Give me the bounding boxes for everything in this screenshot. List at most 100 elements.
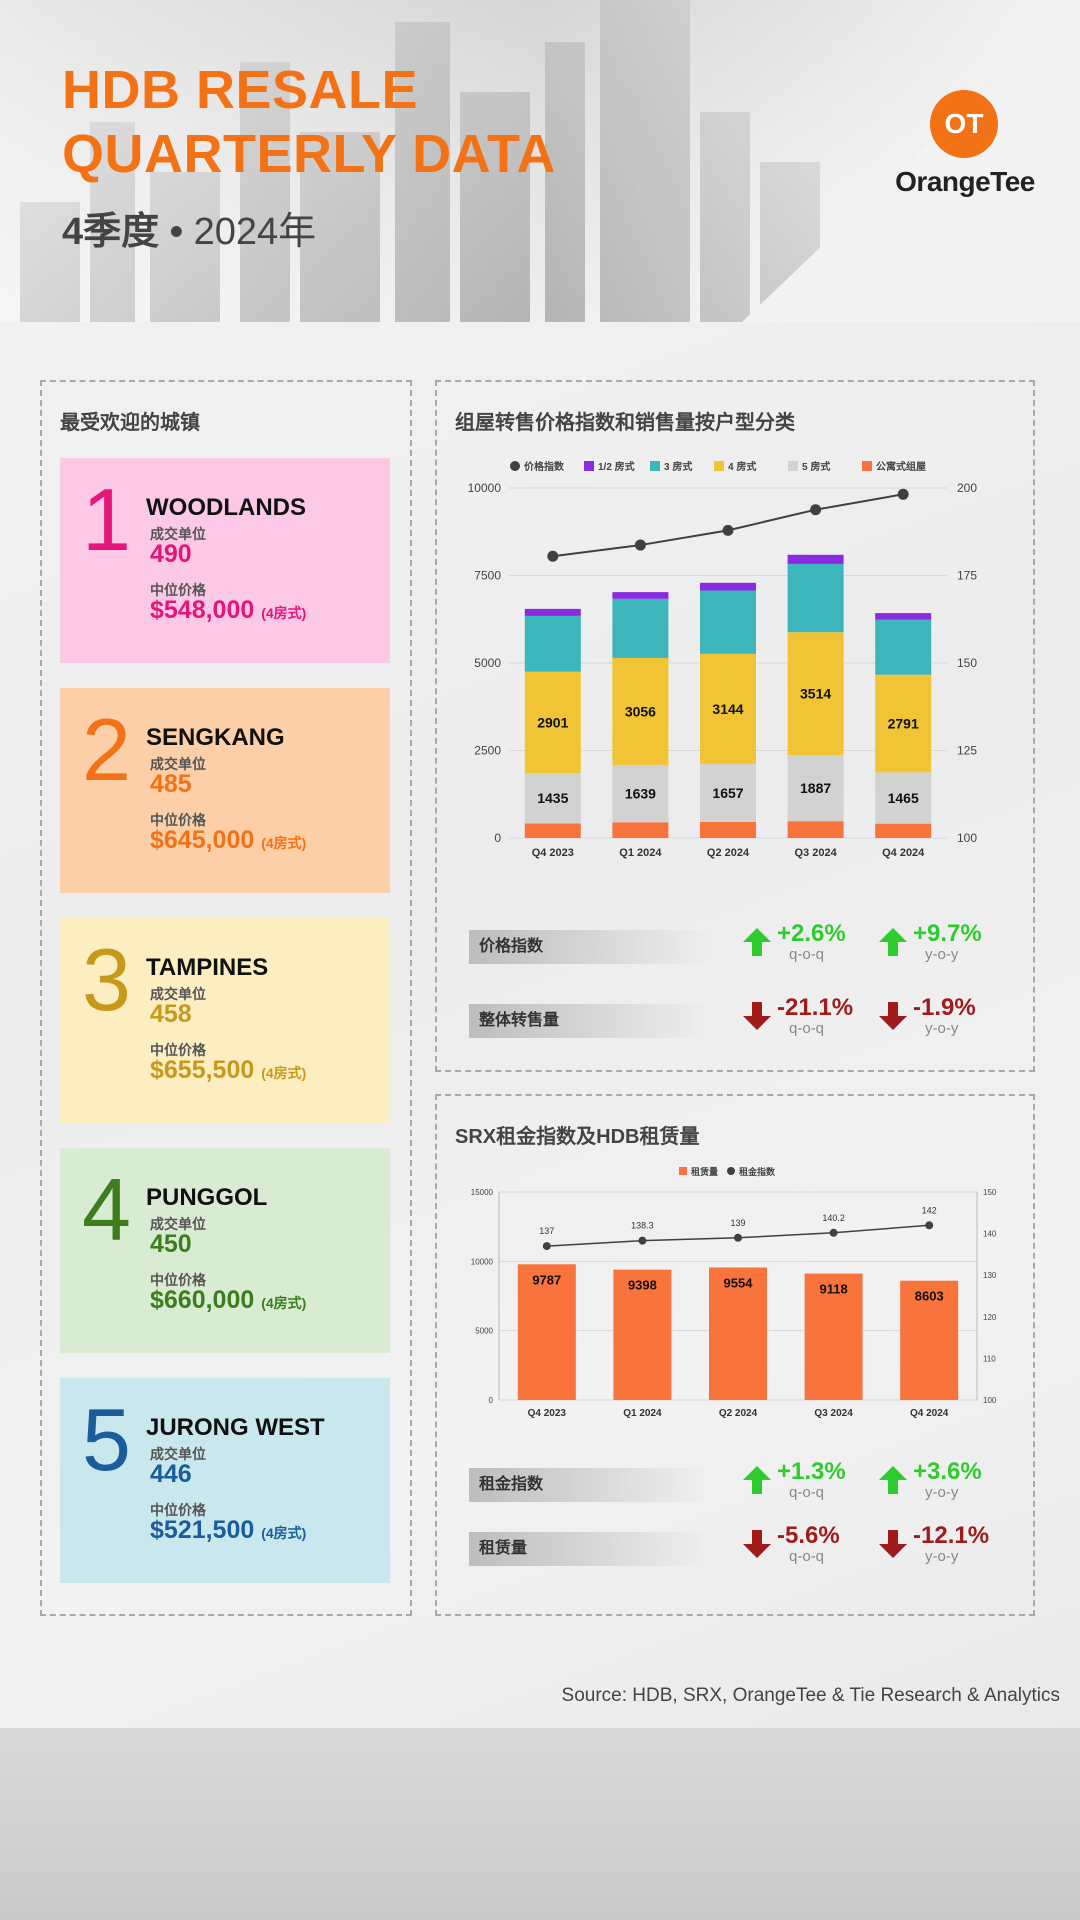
qoq-change: -21.1% q-o-q bbox=[741, 994, 861, 1044]
x-tick-label: Q1 2024 bbox=[619, 847, 662, 859]
line-point bbox=[634, 539, 646, 551]
line-point bbox=[925, 1221, 934, 1230]
line-point bbox=[829, 1228, 838, 1237]
bar-segment bbox=[787, 755, 844, 822]
stat-label: 价格指数 bbox=[469, 930, 709, 964]
bar-segment bbox=[787, 554, 844, 564]
price-label: 中位价格 bbox=[150, 1502, 206, 1518]
yoy-change: +9.7% y-o-y bbox=[877, 920, 997, 970]
year-label: 2024年 bbox=[193, 211, 317, 253]
units-label: 成交单位 bbox=[150, 986, 206, 1002]
data-label: 3514 bbox=[800, 686, 831, 702]
change-percent: +1.3% bbox=[777, 1458, 846, 1485]
line-label: 137 bbox=[539, 1226, 554, 1236]
bar-segment bbox=[524, 773, 581, 824]
bar-segment bbox=[875, 674, 932, 773]
bar-segment bbox=[875, 823, 932, 838]
units-label: 成交单位 bbox=[150, 1216, 206, 1232]
town-name: WOODLANDS bbox=[146, 494, 306, 521]
yoy-change: -1.9% y-o-y bbox=[877, 994, 997, 1044]
legend-label: 公寓式组屋 bbox=[876, 460, 926, 473]
bar-segment bbox=[700, 763, 756, 822]
flat-type: (4房式) bbox=[261, 1525, 307, 1541]
arrow-up-icon bbox=[879, 928, 907, 956]
flat-type: (4房式) bbox=[261, 605, 307, 621]
data-label: 3144 bbox=[712, 701, 743, 717]
town-rank: 3 bbox=[82, 930, 131, 1029]
bar-segment bbox=[612, 764, 669, 823]
x-tick-label: Q4 2023 bbox=[532, 847, 574, 859]
change-period: q-o-q bbox=[789, 1548, 825, 1565]
stat-row: 整体转售量 -21.1% q-o-q -1.9% y-o-y bbox=[469, 994, 1029, 1040]
title-line-2: QUARTERLY DATA bbox=[62, 124, 557, 184]
data-label: 1887 bbox=[800, 780, 831, 796]
town-name: JURONG WEST bbox=[146, 1414, 325, 1441]
price-label: 中位价格 bbox=[150, 582, 206, 598]
town-rank: 5 bbox=[82, 1390, 131, 1489]
bar-segment bbox=[524, 671, 581, 774]
x-tick-label: Q2 2024 bbox=[707, 847, 750, 859]
bar-segment bbox=[612, 822, 669, 838]
change-percent: +2.6% bbox=[777, 920, 846, 947]
bar bbox=[613, 1269, 672, 1400]
data-label: 9118 bbox=[819, 1282, 847, 1297]
data-label: 2791 bbox=[888, 716, 919, 732]
bar-segment bbox=[700, 821, 756, 838]
change-period: q-o-q bbox=[789, 946, 825, 963]
bar-segment bbox=[875, 772, 932, 824]
y2-tick-label: 130 bbox=[983, 1271, 997, 1280]
legend-label: 3 房式 bbox=[664, 460, 692, 473]
median-price: $645,000 (4房式) bbox=[150, 826, 306, 855]
bar bbox=[804, 1273, 863, 1400]
data-label: 1435 bbox=[537, 790, 568, 806]
bar-segment bbox=[787, 563, 844, 633]
line-label: 142 bbox=[922, 1205, 937, 1215]
bar-segment bbox=[524, 823, 581, 838]
change-percent: -1.9% bbox=[913, 994, 976, 1021]
x-tick-label: Q4 2023 bbox=[528, 1408, 567, 1419]
change-percent: +9.7% bbox=[913, 920, 982, 947]
legend-marker bbox=[714, 461, 724, 471]
bar-segment bbox=[524, 608, 581, 616]
change-percent: +3.6% bbox=[913, 1458, 982, 1485]
bar-segment bbox=[700, 582, 756, 591]
data-label: 8603 bbox=[915, 1289, 944, 1304]
legend-marker bbox=[862, 461, 872, 471]
stat-label: 租赁量 bbox=[469, 1532, 709, 1566]
town-card: 5 JURONG WEST 成交单位 446 中位价格 $521,500 (4房式) bbox=[60, 1378, 390, 1583]
y2-tick-label: 100 bbox=[957, 831, 977, 845]
price-value: $660,000 bbox=[150, 1286, 262, 1314]
stat-label: 租金指数 bbox=[469, 1468, 709, 1502]
town-name: PUNGGOL bbox=[146, 1184, 268, 1211]
town-rank: 1 bbox=[82, 470, 131, 569]
legend-marker bbox=[510, 461, 520, 471]
footer-band bbox=[0, 1728, 1080, 1920]
data-label: 9398 bbox=[628, 1278, 657, 1293]
town-card: 2 SENGKANG 成交单位 485 中位价格 $645,000 (4房式) bbox=[60, 688, 390, 893]
arrow-down-icon bbox=[879, 1530, 907, 1558]
y-tick-label: 10000 bbox=[471, 1257, 494, 1266]
units-value: 458 bbox=[150, 1000, 192, 1028]
price-label: 中位价格 bbox=[150, 812, 206, 828]
flat-type: (4房式) bbox=[261, 1065, 307, 1081]
panel-title: SRX租金指数及HDB租赁量 bbox=[455, 1126, 700, 1148]
y-tick-label: 15000 bbox=[471, 1188, 494, 1197]
change-period: q-o-q bbox=[789, 1020, 825, 1037]
panel-title: 最受欢迎的城镇 bbox=[60, 412, 200, 434]
stat-row: 价格指数 +2.6% q-o-q +9.7% y-o-y bbox=[469, 920, 1029, 966]
flat-type: (4房式) bbox=[261, 1295, 307, 1311]
y-tick-label: 2500 bbox=[474, 744, 501, 758]
line-label: 139 bbox=[730, 1218, 745, 1228]
median-price: $548,000 (4房式) bbox=[150, 596, 306, 625]
bar-segment bbox=[700, 653, 756, 764]
qoq-change: -5.6% q-o-q bbox=[741, 1522, 861, 1572]
bar-segment bbox=[875, 613, 932, 620]
legend-marker bbox=[727, 1167, 735, 1175]
legend-label: 租金指数 bbox=[739, 1166, 776, 1177]
logo-brand: OrangeTee bbox=[895, 166, 1035, 197]
units-value: 490 bbox=[150, 540, 192, 568]
header-cityscape bbox=[0, 0, 1080, 322]
yoy-change: +3.6% y-o-y bbox=[877, 1458, 997, 1508]
x-tick-label: Q3 2024 bbox=[814, 1408, 853, 1419]
town-card: 3 TAMPINES 成交单位 458 中位价格 $655,500 (4房式) bbox=[60, 918, 390, 1123]
